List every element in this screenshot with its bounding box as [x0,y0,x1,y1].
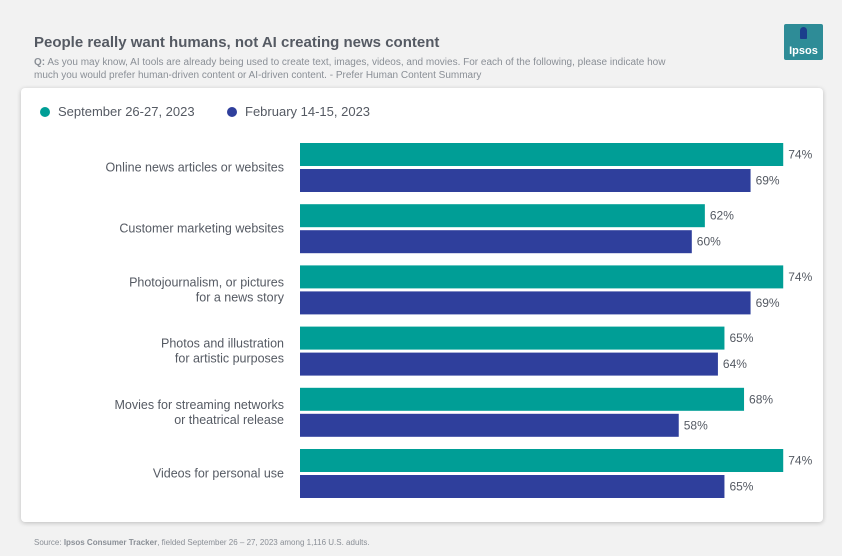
legend-label-series-1: September 26-27, 2023 [58,104,195,119]
data-label: 65% [729,331,753,345]
source-details: , fielded September 26 – 27, 2023 among … [157,538,370,547]
data-label: 60% [697,235,721,249]
data-label: 68% [749,392,773,406]
bar-series-2 [300,169,751,192]
data-label: 74% [788,270,812,284]
bar-series-2 [300,413,679,437]
bar-series-2 [300,352,718,376]
category-label: for a news story [196,290,285,304]
category-label: Movies for streaming networks [114,398,284,412]
bar-series-1 [300,143,784,166]
data-label: 58% [684,418,708,432]
category-label: Photos and illustration [161,337,284,351]
source-name: Ipsos Consumer Tracker [63,538,158,547]
category-label: Photojournalism, or pictures [129,275,284,289]
bar-series-1 [300,265,784,289]
legend-dot-series-1 [40,107,50,117]
data-label: 74% [788,454,812,468]
chart-title: People really want humans, not AI creati… [34,34,440,51]
source-note: Source: Ipsos Consumer Tracker, fielded … [34,538,370,547]
category-label: for artistic purposes [175,352,284,366]
bar-series-1 [300,204,705,228]
logo-text: Ipsos [789,45,818,57]
category-label: or theatrical release [174,413,284,427]
legend-item-series-2: February 14-15, 2023 [227,104,370,119]
data-label: 65% [729,480,753,494]
question-body: As you may know, AI tools are already be… [34,57,666,81]
question-text: Q: As you may know, AI tools are already… [34,56,684,82]
bar-series-2 [300,230,692,254]
logo-mark-icon [800,27,807,39]
category-label: Online news articles or websites [105,161,284,175]
legend-dot-series-2 [227,107,237,117]
category-label: Videos for personal use [153,467,284,481]
bar-series-1 [300,449,784,472]
bar-series-1 [300,326,725,350]
data-label: 62% [710,209,734,223]
data-label: 64% [723,357,747,371]
legend-label-series-2: February 14-15, 2023 [245,104,371,119]
legend-item-series-1: September 26-27, 2023 [40,104,195,119]
bar-series-2 [300,475,725,498]
data-label: 69% [756,174,780,188]
bar-series-1 [300,387,745,411]
data-label: 69% [756,296,780,310]
ipsos-logo: Ipsos [784,24,823,60]
bar-series-2 [300,291,751,315]
data-label: 74% [788,148,812,162]
source-prefix: Source: [34,538,62,547]
category-label: Customer marketing websites [119,222,284,236]
question-prefix: Q: [34,57,46,68]
